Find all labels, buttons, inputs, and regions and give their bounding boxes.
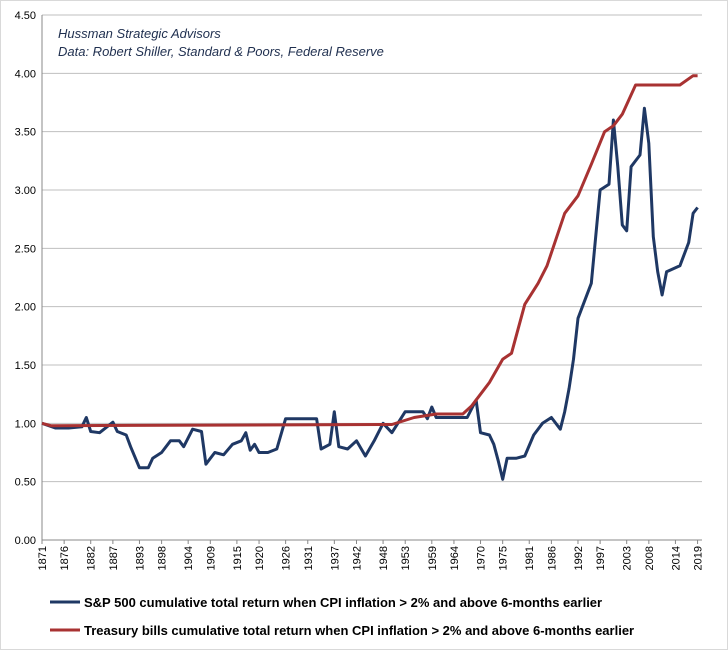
x-tick-label: 2003 <box>622 546 634 570</box>
x-tick-label: 1948 <box>378 546 390 570</box>
x-tick-label: 1931 <box>303 546 315 570</box>
x-tick-label: 1975 <box>498 546 510 570</box>
x-tick-label: 1887 <box>108 546 120 570</box>
x-tick-label: 1953 <box>400 546 412 570</box>
x-tick-label: 1997 <box>595 546 607 570</box>
series-line <box>41 106 699 481</box>
x-tick-label: 1909 <box>205 546 217 570</box>
x-tick-label: 1893 <box>134 546 146 570</box>
x-tick-label: 1970 <box>476 546 488 570</box>
x-tick-label: 1981 <box>524 546 536 570</box>
y-tick-label: 0.50 <box>15 477 36 489</box>
x-tick-label: 1926 <box>281 546 293 570</box>
y-tick-label: 0.00 <box>15 535 36 547</box>
y-tick-label: 1.50 <box>15 360 36 372</box>
x-tick-label: 1876 <box>59 546 71 570</box>
x-tick-label: 1964 <box>449 546 461 570</box>
y-tick-label: 4.00 <box>15 68 36 80</box>
y-tick-label: 2.50 <box>15 243 36 255</box>
annotation: Data: Robert Shiller, Standard & Poors, … <box>58 44 384 59</box>
y-tick-label: 1.00 <box>15 418 36 430</box>
x-tick-label: 1992 <box>573 546 585 570</box>
x-tick-label: 1871 <box>37 546 49 570</box>
x-tick-label: 1986 <box>546 546 558 570</box>
x-tick-label: 1937 <box>329 546 341 570</box>
x-tick-label: 2008 <box>644 546 656 570</box>
legend-label: S&P 500 cumulative total return when CPI… <box>84 595 602 610</box>
x-tick-label: 1904 <box>183 546 195 570</box>
x-tick-label: 1898 <box>157 546 169 570</box>
series-line <box>41 74 698 428</box>
x-tick-label: 1920 <box>254 546 266 570</box>
y-tick-label: 3.00 <box>15 185 36 197</box>
y-tick-label: 3.50 <box>15 127 36 139</box>
x-tick-label: 1959 <box>427 546 439 570</box>
x-tick-label: 1915 <box>232 546 244 570</box>
legend-label: Treasury bills cumulative total return w… <box>84 623 634 638</box>
x-tick-label: 2014 <box>670 546 682 570</box>
x-tick-label: 1882 <box>86 546 98 570</box>
y-tick-label: 4.50 <box>15 10 36 22</box>
annotation: Hussman Strategic Advisors <box>58 26 221 41</box>
x-tick-label: 1942 <box>351 546 363 570</box>
y-tick-label: 2.00 <box>15 302 36 314</box>
x-tick-label: 2019 <box>693 546 705 570</box>
